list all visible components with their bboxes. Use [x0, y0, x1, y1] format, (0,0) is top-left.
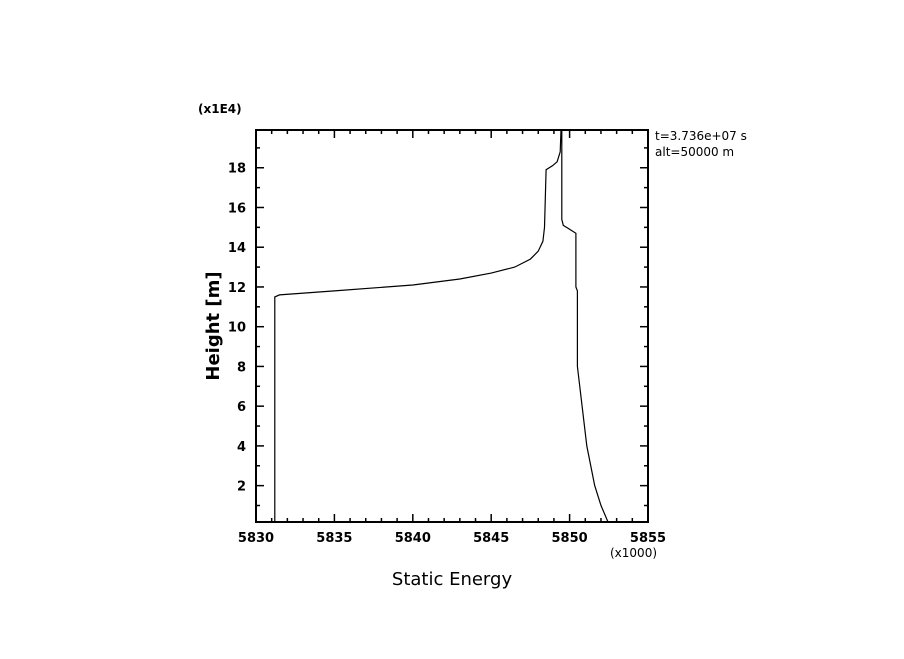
x-tick-label: 5835 [316, 531, 352, 546]
y-axis-label: Height [m] [203, 271, 224, 380]
series-line [274, 129, 609, 523]
x-multiplier-label: (x1000) [610, 546, 657, 560]
annotation-time: t=3.736e+07 s [655, 129, 747, 143]
x-tick-label: 5855 [630, 531, 666, 546]
x-axis-label: Static Energy [392, 569, 513, 590]
y-tick-label: 16 [228, 201, 246, 216]
x-tick-label: 5830 [238, 531, 274, 546]
annotation-altitude: alt=50000 m [655, 145, 734, 159]
y-tick-label: 2 [237, 480, 246, 495]
y-tick-label: 18 [228, 162, 246, 177]
x-tick-label: 5840 [395, 531, 431, 546]
y-tick-label: 14 [228, 241, 246, 256]
y-tick-label: 12 [228, 281, 246, 296]
x-tick-label: 5850 [552, 531, 588, 546]
y-tick-label: 8 [237, 360, 246, 375]
y-multiplier-label: (x1E4) [198, 102, 242, 116]
x-tick-label: 5845 [473, 531, 509, 546]
y-tick-label: 10 [228, 321, 246, 336]
y-tick-label: 6 [237, 400, 246, 415]
plot-frame [255, 129, 649, 523]
y-tick-label: 4 [237, 440, 246, 455]
